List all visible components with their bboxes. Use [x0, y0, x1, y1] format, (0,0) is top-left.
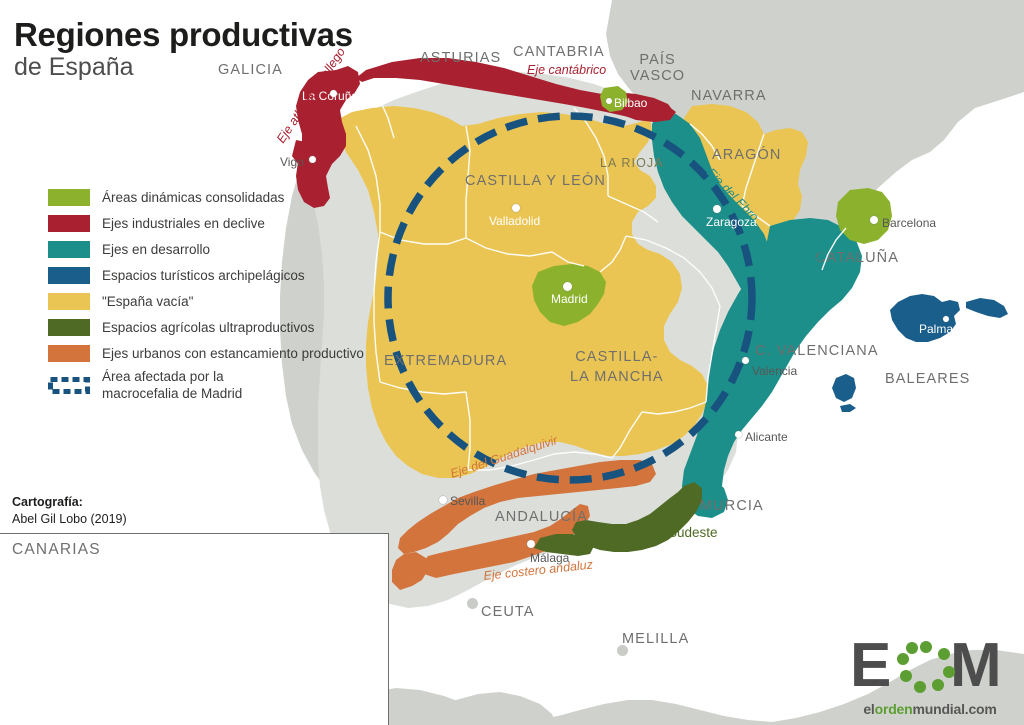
land-africa	[330, 650, 1024, 725]
city-dot-la-coruna	[330, 90, 337, 97]
legend-item-espacios-agricolas[interactable]: Espacios agrícolas ultraproductivos	[48, 316, 364, 339]
region-almeria-olive	[534, 534, 594, 556]
macrocefalia-madrid-circle	[384, 112, 756, 484]
legend-item-espana-vacia[interactable]: "España vacía"	[48, 290, 364, 313]
title-line-2: de España	[14, 53, 134, 81]
region-madrid-green	[532, 264, 606, 326]
island-ibiza	[832, 374, 856, 402]
canarias-inset: CANARIAS	[0, 533, 389, 725]
city-dot-palma	[943, 316, 949, 322]
city-dot-valencia	[742, 357, 749, 364]
legend-item-label-multiline: Área afectada por la macrocefalia de Mad…	[102, 368, 242, 403]
city-dot-vigo	[309, 156, 316, 163]
logo-letter-e: E	[850, 634, 891, 696]
region-bilbao-green	[600, 86, 628, 112]
region-eje-guadalquivir-orange	[398, 460, 656, 554]
legend-item-label: Ejes industriales en declive	[102, 215, 265, 231]
city-dot-bilbao	[606, 98, 612, 104]
cartography-credit: Cartografía: Abel Gil Lobo (2019)	[12, 494, 127, 529]
logo-wordmark: elordenmundial.com	[850, 701, 1010, 717]
legend-item-label-line2: macrocefalia de Madrid	[102, 386, 243, 401]
legend-swatch	[48, 319, 90, 336]
region-eje-mediterraneo-teal	[682, 218, 862, 514]
credit-heading: Cartografía:	[12, 495, 83, 509]
title-line-1: Regiones productivas	[14, 16, 353, 53]
city-dot-ceuta	[467, 598, 478, 609]
region-eje-costero-andaluz-orange	[392, 504, 590, 590]
legend-item-label: Espacios turísticos archipelágicos	[102, 267, 305, 283]
axis-label-eje-del-ebro: Eje del Ebro	[704, 165, 761, 224]
city-dot-melilla	[617, 645, 628, 656]
city-dot-madrid	[563, 282, 572, 291]
city-dot-alicante	[735, 431, 742, 438]
legend-swatch-dashed	[48, 376, 90, 394]
city-dot-valladolid	[512, 204, 520, 212]
legend-swatch	[48, 189, 90, 206]
island-menorca	[966, 298, 1008, 318]
legend-swatch	[48, 215, 90, 232]
legend-swatch	[48, 345, 90, 362]
eom-logo[interactable]: E M elordenmundial.com	[850, 631, 1010, 717]
logo-letter-m: M	[950, 634, 1002, 696]
city-dot-sevilla	[439, 496, 447, 504]
city-dot-zaragoza	[713, 205, 721, 213]
legend-swatch	[48, 267, 90, 284]
legend: Áreas dinámicas consolidadas Ejes indust…	[48, 186, 364, 405]
canarias-inset-title: CANARIAS	[12, 541, 101, 558]
island-formentera	[840, 404, 856, 412]
legend-item-label: Áreas dinámicas consolidadas	[102, 189, 285, 205]
legend-item-ejes-industriales-declive[interactable]: Ejes industriales en declive	[48, 212, 364, 235]
axis-label-eje-mediterraneo: Eje mediterráneo	[765, 248, 829, 335]
legend-item-ejes-desarrollo[interactable]: Ejes en desarrollo	[48, 238, 364, 261]
legend-item-label: Ejes urbanos con estancamiento productiv…	[102, 345, 364, 361]
legend-item-label: "España vacía"	[102, 293, 194, 309]
city-dot-malaga	[527, 540, 535, 548]
land-morocco-coast	[448, 692, 556, 725]
axis-label-sudeste: Sudeste	[668, 525, 718, 540]
land-portugal	[280, 168, 424, 536]
legend-item-label-line1: Área afectada por la	[102, 368, 224, 384]
island-mallorca	[890, 294, 960, 342]
axis-label-eje-costero-andaluz: Eje costero andaluz	[483, 558, 594, 583]
region-eje-cantabrico-red	[356, 58, 676, 122]
legend-item-espacios-turisticos[interactable]: Espacios turísticos archipelágicos	[48, 264, 364, 287]
city-dot-barcelona	[870, 216, 878, 224]
logo-word-mid: orden	[874, 701, 913, 717]
logo-dotted-o-icon	[897, 641, 955, 693]
axis-label-eje-del-guadalquivir: Eje del Guadalquivir	[449, 433, 561, 481]
region-sudeste-olive	[572, 482, 702, 552]
credit-author: Abel Gil Lobo (2019)	[12, 512, 127, 527]
legend-swatch	[48, 293, 90, 310]
region-eje-atlantico-red	[292, 66, 360, 208]
eom-logo-mark: E M	[850, 631, 1002, 700]
logo-word-pre: el	[863, 701, 875, 717]
page-title: Regiones productivas de España	[14, 18, 353, 82]
region-barcelona-green	[836, 188, 892, 244]
logo-word-post: mundial.com	[912, 701, 997, 717]
legend-item-areas-dinamicas[interactable]: Áreas dinámicas consolidadas	[48, 186, 364, 209]
legend-swatch	[48, 241, 90, 258]
axis-label-eje-cantabrico: Eje cantábrico	[527, 63, 606, 77]
legend-item-label: Espacios agrícolas ultraproductivos	[102, 319, 315, 335]
legend-item-macrocefalia-madrid[interactable]: Área afectada por la macrocefalia de Mad…	[48, 368, 364, 402]
legend-item-ejes-urbanos[interactable]: Ejes urbanos con estancamiento productiv…	[48, 342, 364, 365]
legend-item-label: Ejes en desarrollo	[102, 241, 211, 257]
